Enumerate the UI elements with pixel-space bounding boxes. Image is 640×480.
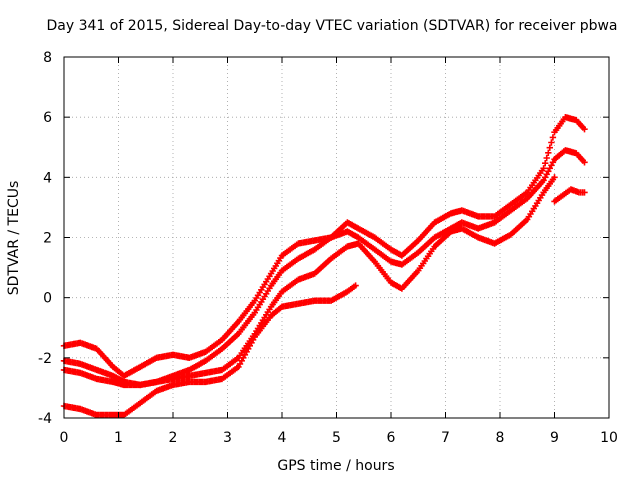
x-tick-label: 4 [278,430,287,446]
series-track-1 [60,114,588,380]
data-point-markers [551,186,588,205]
y-tick-label: 0 [43,291,52,307]
axis-ticks: 0 1 2 3 4 5 6 7 8 9 10 -4 -2 0 2 4 6 8 [38,50,618,446]
data-point-markers [60,114,588,380]
x-tick-label: 9 [550,430,559,446]
x-tick-label: 10 [600,430,618,446]
series-track-3 [60,174,558,389]
chart-title: Day 341 of 2015, Sidereal Day-to-day VTE… [46,18,617,34]
x-tick-label: 7 [441,430,450,446]
x-tick-label: 2 [169,430,178,446]
x-tick-label: 3 [223,430,232,446]
data-point-markers [60,174,558,389]
y-tick-label: 4 [43,170,52,186]
series-track-5 [551,186,588,205]
y-tick-label: -4 [38,411,52,427]
x-tick-label: 0 [60,430,69,446]
x-tick-label: 8 [496,430,505,446]
x-axis-label: GPS time / hours [277,458,394,474]
y-tick-label: 6 [43,110,52,126]
x-tick-label: 5 [332,430,341,446]
data-points [60,114,588,419]
x-tick-label: 1 [114,430,123,446]
y-tick-label: 2 [43,231,52,247]
y-tick-label: 8 [43,50,52,66]
y-tick-label: -2 [38,351,52,367]
y-axis-label: SDTVAR / TECUs [6,181,22,296]
x-tick-label: 6 [387,430,396,446]
